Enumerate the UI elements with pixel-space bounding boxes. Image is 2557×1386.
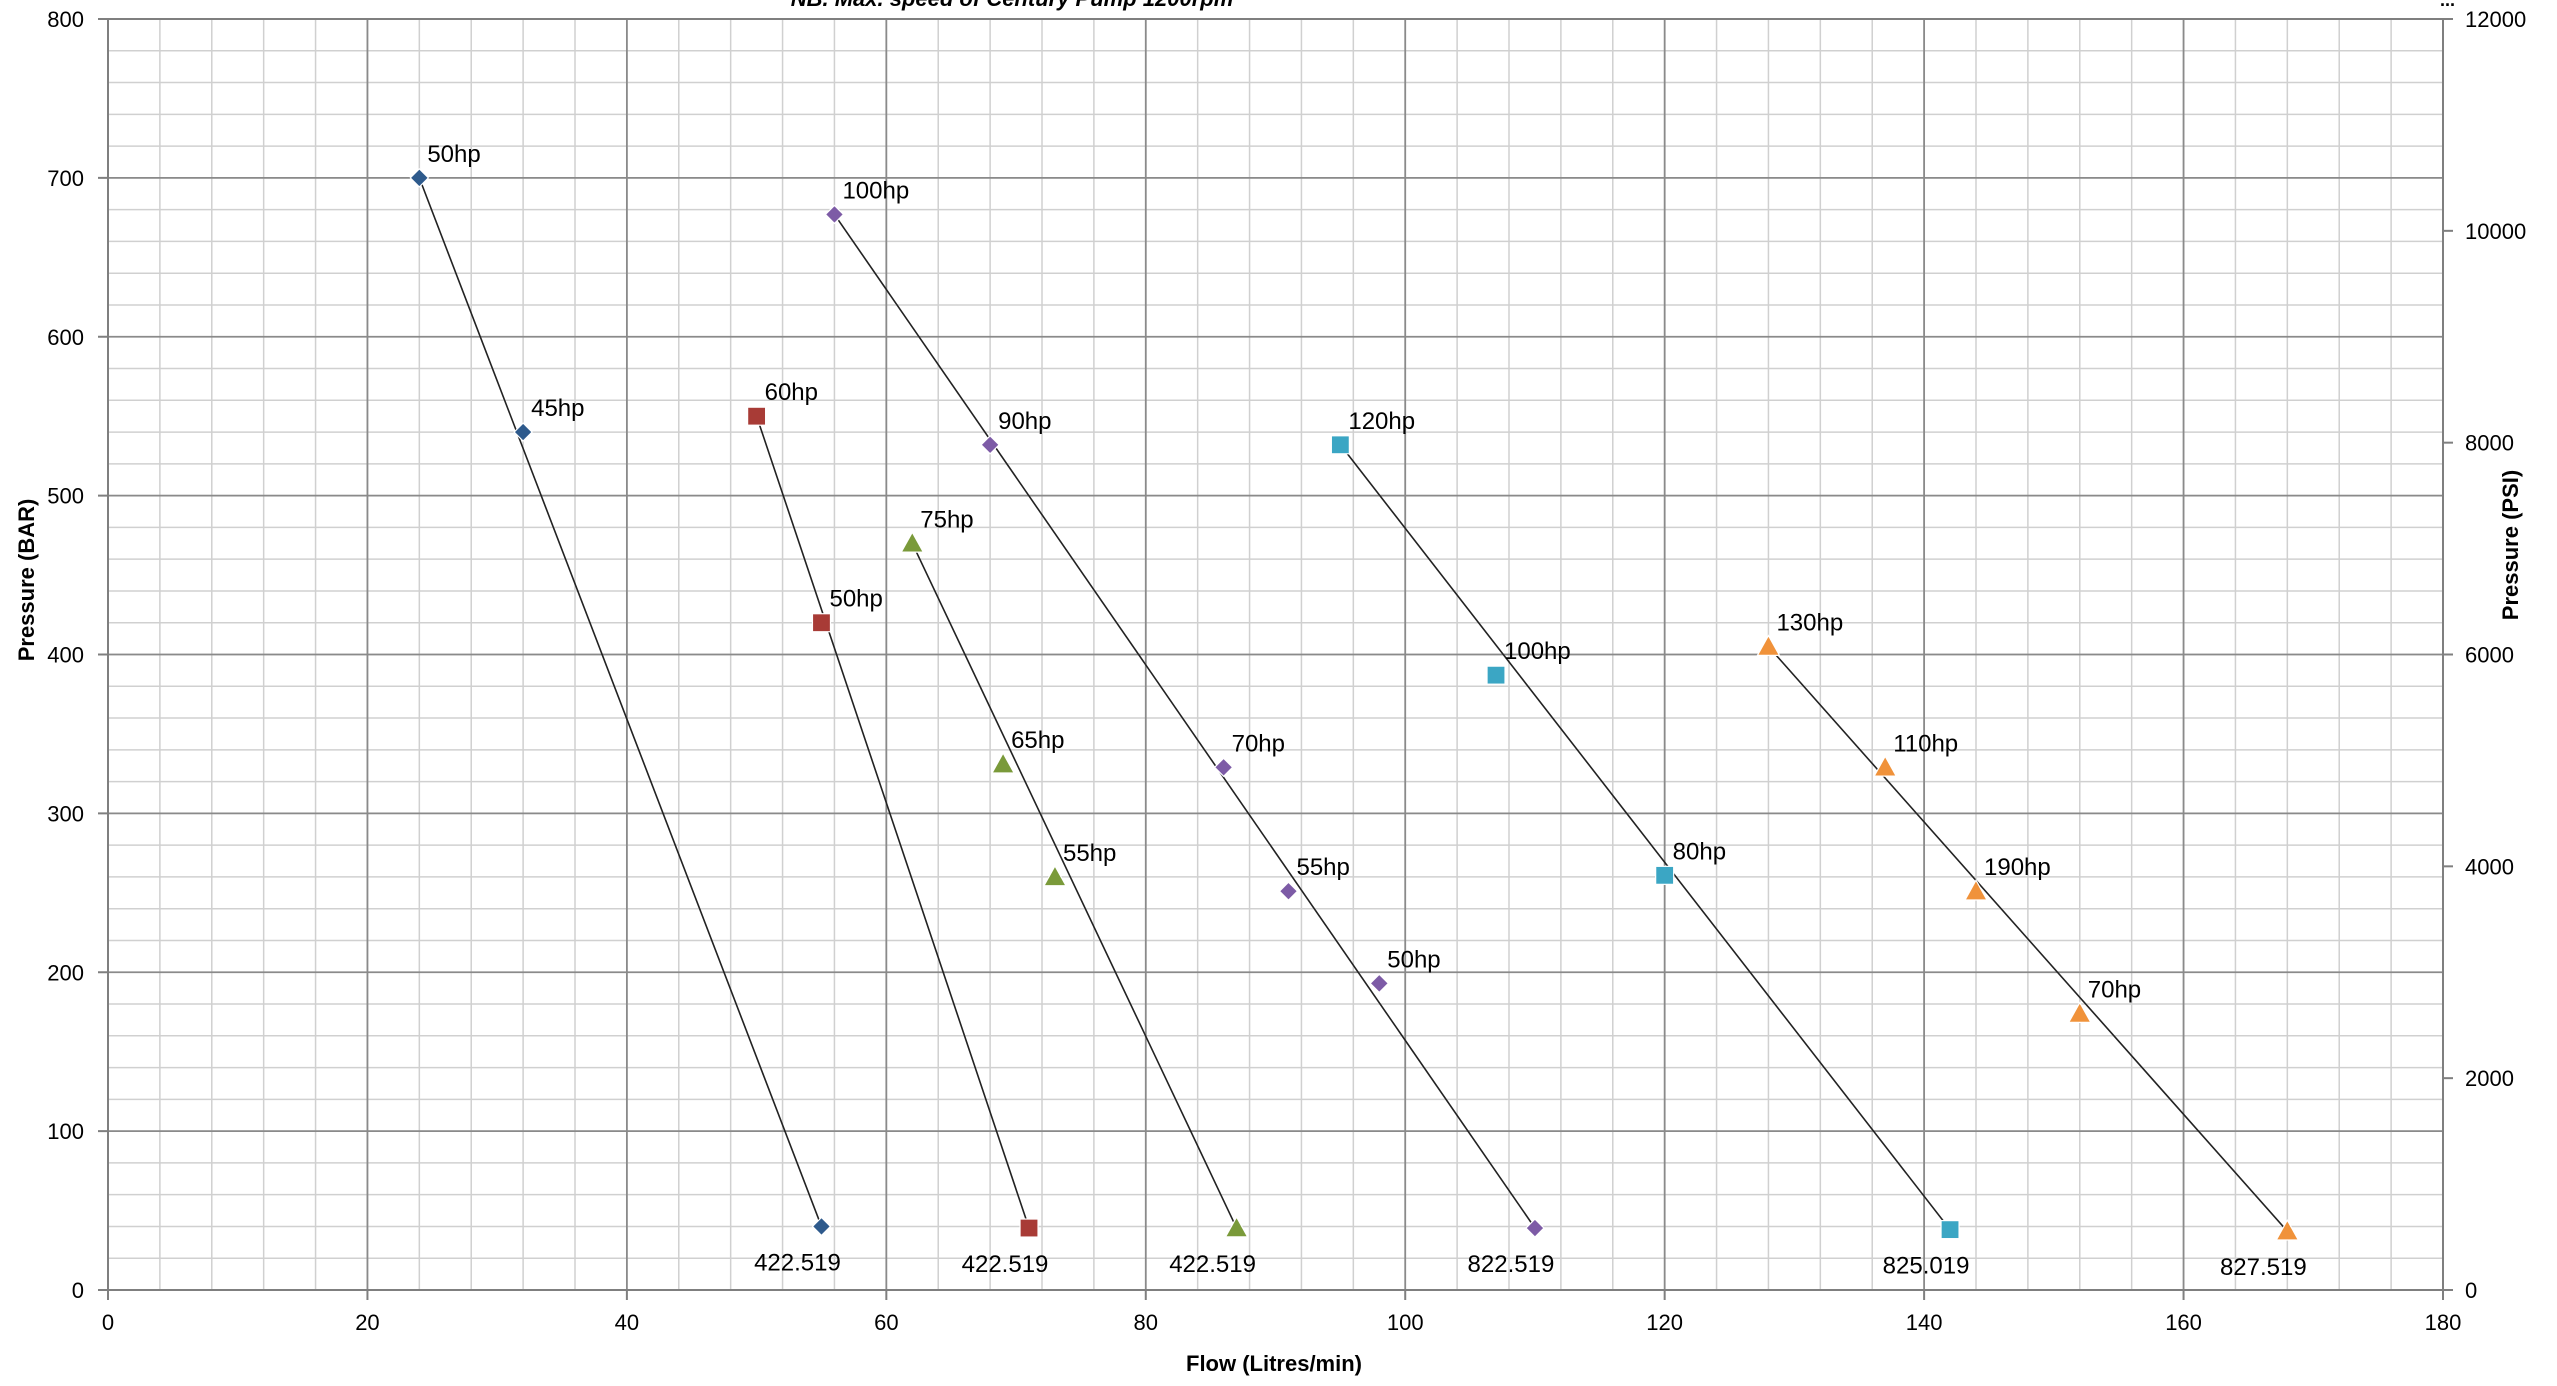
- point-labels: 50hp 45hp 422.519 60hp 50hp 422.519 75hp 65hp 55…: [427, 141, 2306, 1281]
- series-line: [1767, 646, 2288, 1232]
- series-markers: [409, 168, 2300, 1241]
- y-tick-label: 400: [47, 643, 84, 668]
- data-point-marker: [1963, 878, 1989, 901]
- y-axis-label: Pressure (BAR): [14, 499, 39, 662]
- data-point-marker: [409, 168, 430, 188]
- x-tick-label: 40: [615, 1310, 639, 1335]
- data-point-marker: [1224, 1215, 1249, 1238]
- data-point-label: 120hp: [1348, 408, 1415, 435]
- y2-tick-label: 8000: [2465, 431, 2514, 456]
- data-point-marker: [900, 531, 925, 553]
- data-point-marker: [811, 613, 832, 633]
- data-point-marker: [1756, 634, 1781, 656]
- data-point-label: 100hp: [1504, 638, 1571, 665]
- y2-tick-label: 2000: [2465, 1066, 2514, 1091]
- data-point-label: 45hp: [531, 395, 584, 422]
- data-point-marker: [513, 422, 533, 442]
- data-point-label: 822.519: [1468, 1251, 1555, 1278]
- data-point-marker: [1042, 864, 1067, 887]
- data-point-label: 50hp: [1387, 946, 1440, 973]
- x-tick-label: 60: [874, 1310, 898, 1335]
- y2-tick-label: 6000: [2465, 643, 2514, 668]
- series-lines: [418, 177, 2288, 1232]
- data-point-label: 827.519: [2220, 1254, 2307, 1281]
- data-point-label: 60hp: [765, 379, 818, 406]
- data-point-label: 100hp: [842, 177, 909, 204]
- y2-tick-label: 10000: [2465, 219, 2526, 244]
- y2-axis-label: Pressure (PSI): [2498, 470, 2523, 620]
- data-point-marker: [1873, 755, 1898, 777]
- x-tick-label: 140: [1906, 1310, 1943, 1335]
- y-tick-label: 0: [72, 1278, 84, 1303]
- x-tick-label: 160: [2165, 1310, 2202, 1335]
- y2-axis-ticks: 0 2000 4000 6000 8000 10000 12000: [2443, 7, 2526, 1303]
- data-point-label: 190hp: [1984, 854, 2051, 881]
- data-point-marker: [1486, 665, 1506, 685]
- series-line: [755, 415, 1030, 1229]
- data-point-label: 55hp: [1296, 854, 1349, 881]
- data-point-label: 75hp: [920, 506, 973, 533]
- y-tick-label: 300: [47, 801, 84, 826]
- data-point-marker: [811, 1216, 832, 1237]
- data-point-label: 70hp: [1232, 730, 1285, 757]
- data-point-marker: [747, 406, 767, 426]
- data-point-marker: [1213, 757, 1234, 778]
- data-point-label: 55hp: [1063, 840, 1116, 867]
- data-point-label: 422.519: [962, 1251, 1049, 1278]
- data-point-label: 50hp: [427, 141, 480, 168]
- series-line: [1339, 444, 1951, 1231]
- chart-title: NB. Max. speed of Century Pump 1200rpm: [791, 0, 1234, 11]
- y-tick-label: 800: [47, 7, 84, 32]
- data-point-label: 422.519: [1169, 1251, 1256, 1278]
- data-point-marker: [1019, 1218, 1039, 1238]
- x-tick-label: 80: [1134, 1310, 1158, 1335]
- y2-tick-label: 4000: [2465, 854, 2514, 879]
- x-tick-label: 120: [1646, 1310, 1683, 1335]
- data-point-marker: [991, 751, 1016, 774]
- x-tick-label: 0: [102, 1310, 114, 1335]
- x-axis-ticks: 0 20 40 60 80 100 120 140 160 180: [102, 1290, 2461, 1335]
- y-tick-label: 600: [47, 325, 84, 350]
- data-point-marker: [980, 434, 1000, 455]
- data-point-label: 50hp: [829, 586, 882, 613]
- major-gridlines: [108, 19, 2443, 1290]
- data-point-marker: [2067, 1001, 2092, 1023]
- data-point-marker: [1330, 435, 1350, 455]
- series-line: [418, 177, 823, 1227]
- data-point-marker: [1655, 865, 1675, 885]
- series-line: [833, 213, 1536, 1229]
- x-tick-label: 100: [1387, 1310, 1424, 1335]
- x-tick-label: 20: [355, 1310, 379, 1335]
- y-axis-ticks: 0 100 200 300 400 500 600 700 800: [47, 7, 108, 1303]
- y-tick-label: 200: [47, 960, 84, 985]
- data-point-label: 80hp: [1673, 838, 1726, 865]
- data-point-label: 130hp: [1776, 610, 1843, 637]
- y-tick-label: 500: [47, 484, 84, 509]
- corner-note: ...: [2440, 0, 2455, 10]
- series-line: [911, 542, 1238, 1229]
- data-point-label: 70hp: [2088, 977, 2141, 1004]
- data-point-marker: [1940, 1220, 1960, 1240]
- data-point-label: 90hp: [998, 408, 1051, 435]
- data-point-marker: [2275, 1218, 2300, 1241]
- data-point-label: 65hp: [1011, 727, 1064, 754]
- data-point-label: 110hp: [1893, 730, 1958, 757]
- x-tick-label: 180: [2425, 1310, 2462, 1335]
- y-tick-label: 100: [47, 1119, 84, 1144]
- y2-tick-label: 0: [2465, 1278, 2477, 1303]
- data-point-marker: [1369, 973, 1390, 994]
- y2-tick-label: 12000: [2465, 7, 2526, 32]
- data-point-marker: [824, 204, 845, 225]
- data-point-marker: [1525, 1218, 1545, 1238]
- y-tick-label: 700: [47, 166, 84, 191]
- x-axis-label: Flow (Litres/min): [1186, 1351, 1362, 1376]
- data-point-label: 422.519: [754, 1249, 841, 1276]
- data-point-marker: [1278, 881, 1299, 902]
- data-point-label: 825.019: [1883, 1253, 1970, 1280]
